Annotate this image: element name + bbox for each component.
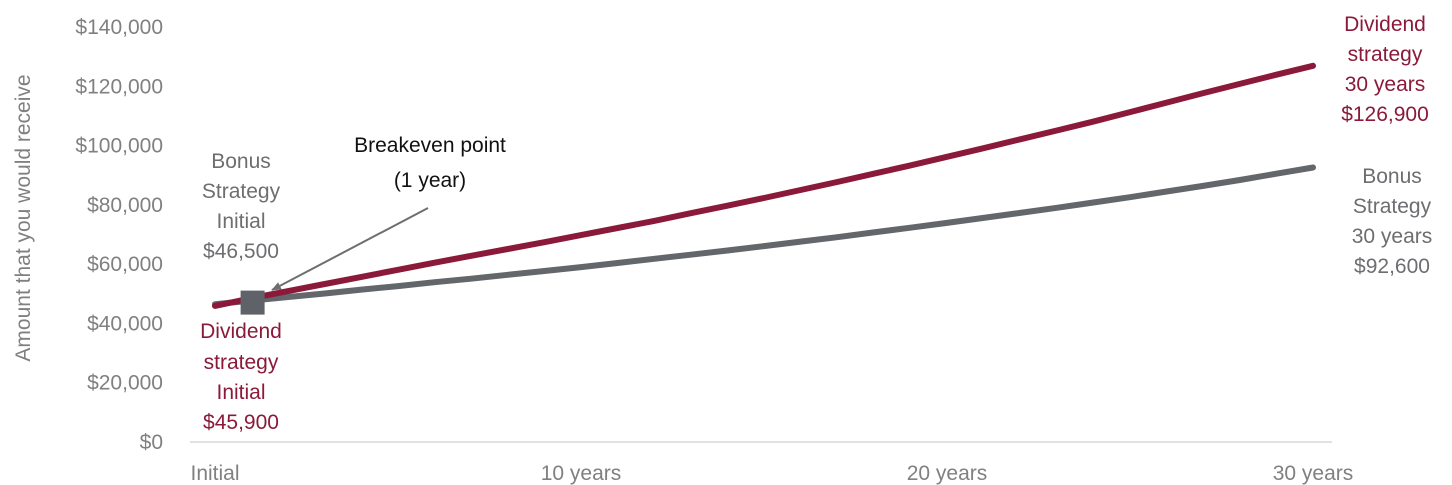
- x-tick-label: 20 years: [907, 462, 988, 485]
- bonus-initial-label-2: Strategy: [202, 180, 281, 203]
- dividend-30-annotation: Dividend strategy 30 years $126,900: [1341, 13, 1429, 126]
- dividend-30-label-4: $126,900: [1341, 103, 1429, 126]
- bonus-initial-annotation: Bonus Strategy Initial $46,500: [202, 150, 281, 263]
- bonus-30-label-1: Bonus: [1362, 165, 1422, 188]
- bonus-initial-label-1: Bonus: [211, 150, 271, 173]
- breakeven-label-line1: Breakeven point: [354, 134, 506, 157]
- breakeven-marker: [240, 290, 265, 315]
- y-tick-label: $140,000: [75, 16, 163, 39]
- dividend-30-label-1: Dividend: [1344, 13, 1426, 36]
- breakeven-label-line2: (1 year): [394, 169, 466, 192]
- breakeven-annotation: Breakeven point (1 year): [354, 134, 506, 192]
- breakeven-arrow: [271, 207, 429, 291]
- y-axis-title: Amount that you would receive: [12, 74, 35, 361]
- dividend-initial-label-3: Initial: [216, 381, 265, 404]
- bonus-30-label-4: $92,600: [1354, 255, 1430, 278]
- x-tick-label: 10 years: [541, 462, 622, 485]
- dividend-series-line: [212, 62, 1316, 309]
- dividend-30-label-2: strategy: [1348, 43, 1423, 66]
- y-tick-label: $20,000: [87, 372, 163, 395]
- y-tick-label: $40,000: [87, 312, 163, 335]
- x-tick-label: Initial: [190, 462, 239, 485]
- bonus-series-line: [212, 164, 1316, 308]
- y-tick-label: $100,000: [75, 135, 163, 158]
- bonus-initial-label-4: $46,500: [203, 240, 279, 263]
- dividend-initial-label-1: Dividend: [200, 320, 282, 343]
- bonus-initial-label-3: Initial: [216, 210, 265, 233]
- y-tick-label: $120,000: [75, 75, 163, 98]
- bonus-30-label-2: Strategy: [1353, 195, 1432, 218]
- bonus-30-annotation: Bonus Strategy 30 years $92,600: [1352, 165, 1433, 278]
- dividend-initial-annotation: Dividend strategy Initial $45,900: [200, 320, 282, 434]
- y-axis-ticks: $0 $20,000 $40,000 $60,000 $80,000 $100,000 $1…: [75, 16, 163, 454]
- x-tick-label: 30 years: [1273, 462, 1354, 485]
- y-tick-label: $60,000: [87, 253, 163, 276]
- series-group: [212, 62, 1316, 309]
- bonus-30-label-3: 30 years: [1352, 225, 1433, 248]
- dividend-initial-label-2: strategy: [204, 351, 279, 374]
- dividend-30-label-3: 30 years: [1345, 73, 1426, 96]
- y-tick-label: $0: [140, 431, 163, 454]
- x-axis-ticks: Initial 10 years 20 years 30 years: [190, 462, 1353, 485]
- y-tick-label: $80,000: [87, 194, 163, 217]
- dividend-initial-label-4: $45,900: [203, 411, 279, 434]
